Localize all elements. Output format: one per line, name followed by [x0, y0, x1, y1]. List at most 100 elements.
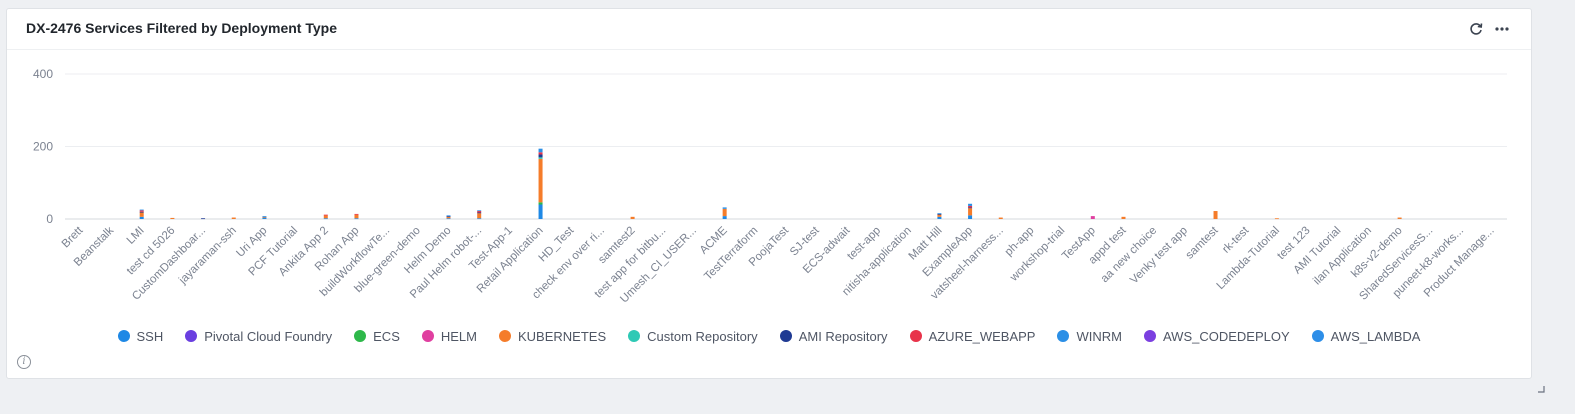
legend-swatch — [1311, 330, 1324, 342]
bar-segment[interactable] — [139, 210, 144, 212]
bar-segment[interactable] — [477, 218, 482, 220]
bar-segment[interactable] — [937, 213, 942, 214]
bar-segment[interactable] — [630, 216, 635, 219]
legend-item[interactable]: WINRM — [1057, 329, 1122, 344]
legend-swatch — [628, 330, 641, 342]
legend-swatch — [421, 330, 434, 342]
legend-item[interactable]: AWS_CODEDEPLOY — [1143, 328, 1290, 344]
legend-label: SSH — [136, 328, 164, 344]
bar-segment[interactable] — [201, 218, 206, 220]
bar-segment[interactable] — [1213, 211, 1218, 219]
x-tick-label: Brett — [60, 224, 86, 250]
legend-swatch — [185, 330, 198, 342]
bar-segment[interactable] — [446, 218, 451, 220]
info-icon[interactable]: i — [17, 355, 31, 369]
bar-segment[interactable] — [477, 210, 482, 212]
bar-segment[interactable] — [538, 148, 543, 153]
legend-swatch — [909, 330, 922, 342]
legend-label: AWS_LAMBDA — [1330, 328, 1421, 344]
bar-segment[interactable] — [968, 207, 973, 209]
bar-segment[interactable] — [538, 204, 543, 220]
legend-swatch — [1143, 330, 1156, 342]
y-tick-label: 0 — [46, 212, 53, 226]
widget-header: DX-2476 Services Filtered by Deployment … — [7, 9, 1531, 50]
bar-segment[interactable] — [262, 217, 267, 219]
bar-segment[interactable] — [937, 214, 942, 217]
legend-item[interactable]: AMI Repository — [779, 329, 888, 344]
bar-segment[interactable] — [262, 216, 267, 217]
legend-swatch — [1057, 330, 1070, 342]
bar-segment[interactable] — [231, 217, 236, 219]
legend-label: AWS_CODEDEPLOY — [1162, 328, 1290, 344]
refresh-icon[interactable] — [1467, 20, 1485, 38]
bar-segment[interactable] — [139, 211, 144, 213]
legend-swatch — [779, 330, 792, 342]
bar-segment[interactable] — [262, 216, 267, 218]
bar-segment[interactable] — [446, 216, 451, 217]
legend-item[interactable]: AZURE_WEBAPP — [909, 328, 1036, 344]
widget-title: DX-2476 Services Filtered by Deployment … — [26, 20, 337, 36]
chart-legend: SSH Pivotal Cloud Foundry ECS HELM KUBERNETE… — [7, 327, 1531, 345]
bar-segment[interactable] — [998, 217, 1003, 219]
x-tick-label: workshop-trial — [1007, 225, 1067, 285]
bar-segment[interactable] — [139, 212, 144, 217]
bar-segment[interactable] — [538, 154, 543, 158]
bar-segment[interactable] — [538, 202, 543, 205]
bar-segment[interactable] — [1090, 216, 1095, 219]
bar-segment[interactable] — [722, 207, 727, 209]
bar-segment[interactable] — [1397, 217, 1402, 219]
page-scroll-area — [0, 395, 1575, 414]
legend-item[interactable]: Custom Repository — [628, 329, 758, 344]
bar-segment[interactable] — [139, 209, 144, 211]
bar-segment[interactable] — [538, 158, 543, 203]
legend-item[interactable]: KUBERNETES — [499, 329, 606, 344]
bar-segment[interactable] — [538, 157, 543, 159]
bar-segment[interactable] — [354, 213, 359, 215]
bar-segment[interactable] — [170, 217, 175, 219]
legend-item[interactable]: AWS_LAMBDA — [1311, 328, 1421, 344]
legend-label: AZURE_WEBAPP — [928, 328, 1036, 344]
legend-swatch — [499, 330, 511, 342]
legend-label: KUBERNETES — [518, 328, 607, 344]
bar-segment[interactable] — [722, 216, 727, 219]
bar-segment[interactable] — [968, 208, 973, 216]
legend-label: HELM — [440, 328, 477, 344]
bar-segment[interactable] — [354, 218, 359, 220]
bar-segment[interactable] — [477, 212, 482, 214]
bar-segment[interactable] — [937, 213, 942, 215]
bar-segment[interactable] — [354, 214, 359, 219]
y-tick-label: 200 — [33, 140, 53, 154]
bar-segment[interactable] — [968, 205, 973, 208]
bar-segment[interactable] — [538, 152, 543, 155]
bar-segment[interactable] — [1121, 216, 1126, 219]
bar-segment[interactable] — [446, 215, 451, 217]
legend-item[interactable]: ECS — [354, 329, 400, 344]
bar-segment[interactable] — [1274, 218, 1279, 220]
legend-label: ECS — [373, 328, 400, 344]
bar-segment[interactable] — [968, 215, 973, 219]
legend-label: Custom Repository — [647, 328, 758, 344]
legend-item[interactable]: HELM — [421, 328, 477, 344]
bar-segment[interactable] — [968, 203, 973, 206]
bar-segment[interactable] — [139, 216, 144, 219]
x-tick-label: jayaraman-ssh — [176, 225, 239, 288]
more-horizontal-icon[interactable] — [1493, 20, 1511, 38]
bar-segment[interactable] — [722, 208, 727, 217]
x-tick-label: Venky test app — [1128, 225, 1190, 287]
bar-segment[interactable] — [937, 216, 942, 219]
bar-segment[interactable] — [323, 214, 328, 216]
x-tick-label: TestTerraform — [702, 225, 760, 283]
x-tick-label: samtest — [1184, 224, 1222, 262]
bar-segment[interactable] — [477, 211, 482, 213]
bar-segment[interactable] — [446, 216, 451, 219]
bar-segment[interactable] — [323, 218, 328, 220]
bar-segment[interactable] — [323, 215, 328, 219]
legend-item[interactable]: SSH — [117, 328, 164, 344]
legend-swatch — [354, 330, 367, 342]
chart-widget-card: DX-2476 Services Filtered by Deployment … — [6, 8, 1532, 379]
legend-item[interactable]: Pivotal Cloud Foundry — [185, 329, 332, 344]
resize-handle-icon[interactable] — [1537, 385, 1545, 393]
legend-swatch — [117, 330, 130, 342]
bar-segment[interactable] — [477, 213, 482, 219]
